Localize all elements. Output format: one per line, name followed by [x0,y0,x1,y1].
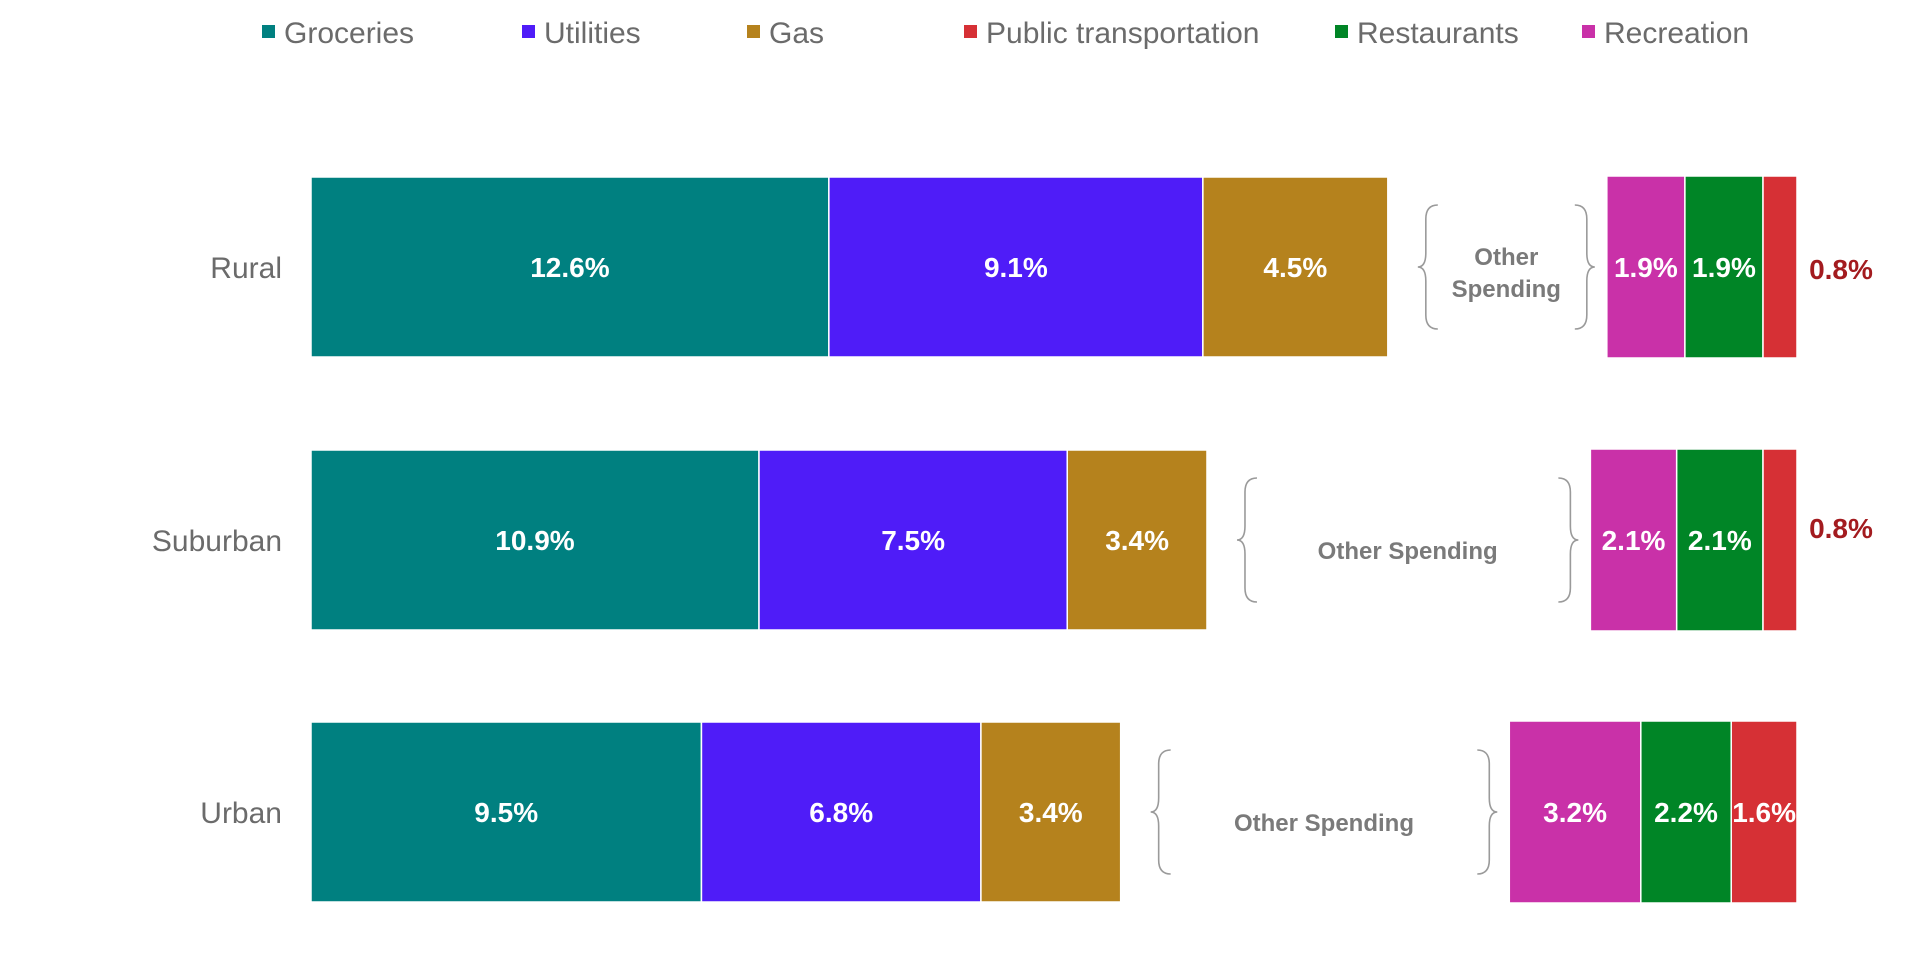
legend-swatch [1335,25,1348,38]
row-suburban: Suburban 10.9% 7.5% 3.4% 2.1% 2.1% 0.8% Other S… [152,448,1873,632]
legend-item-restaurants: Restaurants [1335,17,1519,50]
data-label-utilities: 6.8% [809,797,873,828]
legend-swatch [1582,25,1595,38]
other-spending-label: Other [1474,244,1538,271]
bar-gas [980,721,1122,903]
bar-utilities [828,176,1204,358]
left-brace [1417,204,1438,330]
bar-public-transportation [1762,175,1798,359]
bar-groceries [310,449,760,631]
legend-item-public-transportation: Public transportation [964,17,1260,50]
data-label-public-transportation: 1.6% [1732,797,1796,828]
right-brace [1558,477,1579,603]
data-label-public-transportation: 0.8% [1809,254,1873,285]
bar-groceries [310,176,830,358]
legend-label: Gas [769,17,824,50]
data-label-groceries: 9.5% [474,797,538,828]
bar-utilities [758,449,1068,631]
bar-recreation [1508,720,1642,904]
data-label-groceries: 12.6% [530,252,609,283]
category-label: Rural [210,252,282,285]
bar-gas [1202,176,1389,358]
data-label-recreation: 3.2% [1543,797,1607,828]
other-spending-label: Other Spending [1234,810,1414,837]
data-label-restaurants: 2.1% [1688,525,1752,556]
bar-recreation [1606,175,1686,359]
legend-label: Groceries [284,17,414,50]
right-brace [1477,749,1498,875]
bar-restaurants [1675,448,1764,632]
legend-item-recreation: Recreation [1582,17,1749,50]
data-label-recreation: 2.1% [1602,525,1666,556]
bar-utilities [700,721,982,903]
data-label-recreation: 1.9% [1614,252,1678,283]
data-label-restaurants: 1.9% [1692,252,1756,283]
legend-swatch [747,25,760,38]
row-urban: Urban 9.5% 6.8% 3.4% 3.2% 2.2% 1.6% Other Spend… [200,720,1798,904]
bar-public-transportation [1730,720,1798,904]
data-label-gas: 3.4% [1105,525,1169,556]
legend-item-gas: Gas [747,17,824,50]
category-label: Suburban [152,525,282,558]
legend-label: Public transportation [986,17,1260,50]
other-spending-label: Spending [1452,276,1561,303]
legend-label: Recreation [1604,17,1749,50]
legend-label: Utilities [544,17,641,50]
data-label-restaurants: 2.2% [1654,797,1718,828]
legend-swatch [522,25,535,38]
other-spending-label: Other Spending [1318,538,1498,565]
bar-public-transportation [1762,448,1798,632]
data-label-gas: 4.5% [1263,252,1327,283]
left-brace [1150,749,1171,875]
legend-item-utilities: Utilities [522,17,641,50]
data-label-utilities: 9.1% [984,252,1048,283]
legend-label: Restaurants [1357,17,1519,50]
bar-recreation [1589,448,1678,632]
right-brace [1574,204,1595,330]
legend: Groceries Utilities Gas Public transportati… [262,17,1749,50]
bar-gas [1066,449,1208,631]
data-label-utilities: 7.5% [881,525,945,556]
data-label-gas: 3.4% [1019,797,1083,828]
legend-item-groceries: Groceries [262,17,414,50]
legend-swatch [262,25,275,38]
legend-swatch [964,25,977,38]
data-label-public-transportation: 0.8% [1809,513,1873,544]
row-rural: Rural 12.6% 9.1% 4.5% 1.9% 1.9% 0.8% Other Spend… [210,175,1873,359]
category-label: Urban [200,797,282,830]
data-label-groceries: 10.9% [495,525,574,556]
left-brace [1236,477,1258,603]
bar-restaurants [1684,175,1764,359]
